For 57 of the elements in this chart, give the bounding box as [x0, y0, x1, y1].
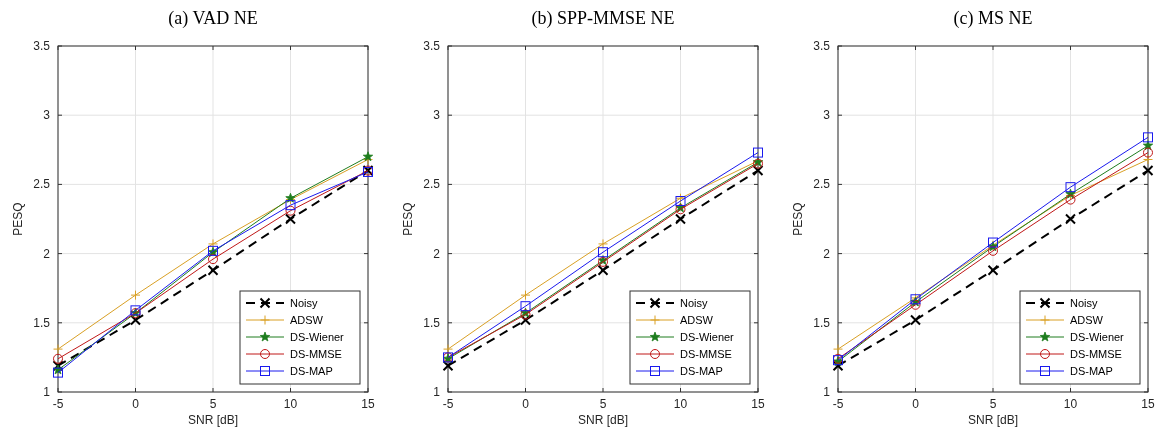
legend-label: ADSW: [680, 314, 714, 326]
x-tick-label: 5: [599, 397, 607, 411]
y-tick-label: 1.5: [813, 315, 831, 330]
x-tick-label: 5: [209, 397, 217, 411]
y-tick-label: 3: [823, 108, 831, 123]
legend-label: ADSW: [290, 314, 324, 326]
y-tick-label: 2: [823, 246, 831, 261]
y-tick-label: 1: [43, 385, 51, 399]
legend-label: Noisy: [1070, 297, 1099, 309]
y-tick-label: 3.5: [33, 39, 51, 53]
y-tick-label: 2: [433, 246, 441, 261]
x-axis-title: SNR [dB]: [187, 413, 239, 427]
legend-label: DS-MAP: [1070, 365, 1113, 377]
x-tick-label: 0: [522, 397, 530, 411]
x-tick-label: 10: [673, 397, 688, 411]
y-axis-title: PESQ: [401, 202, 415, 236]
chart-title: (c) MS NE: [953, 8, 1033, 29]
x-tick-label: 15: [1141, 397, 1155, 411]
y-tick-label: 2.5: [423, 177, 441, 192]
y-tick-label: 3: [433, 108, 441, 123]
y-axis-title: PESQ: [791, 202, 805, 236]
y-tick-label: 3.5: [423, 39, 441, 53]
x-axis-title: SNR [dB]: [967, 413, 1019, 427]
x-axis-title: SNR [dB]: [577, 413, 629, 427]
legend-label: DS-MAP: [290, 365, 333, 377]
y-axis-title: PESQ: [11, 202, 25, 236]
x-tick-label: 10: [1063, 397, 1078, 411]
chart-title: (a) VAD NE: [168, 8, 258, 29]
x-tick-label: -5: [832, 397, 844, 411]
y-tick-label: 1.5: [423, 315, 441, 330]
y-tick-label: 2.5: [813, 177, 831, 192]
y-tick-label: 3.5: [813, 39, 831, 53]
legend-label: DS-Wiener: [680, 331, 735, 343]
legend-label: DS-MAP: [680, 365, 723, 377]
x-tick-label: -5: [52, 397, 64, 411]
x-tick-label: 0: [132, 397, 140, 411]
y-tick-label: 2: [43, 246, 51, 261]
x-tick-label: 15: [751, 397, 765, 411]
y-tick-label: 2.5: [33, 177, 51, 192]
x-tick-label: 10: [283, 397, 298, 411]
legend-label: Noisy: [680, 297, 709, 309]
y-tick-label: 3: [43, 108, 51, 123]
chart-title: (b) SPP-MMSE NE: [531, 8, 675, 29]
y-tick-label: 1.5: [33, 315, 51, 330]
x-tick-label: 5: [989, 397, 997, 411]
legend-label: DS-MMSE: [680, 348, 732, 360]
legend-label: DS-Wiener: [290, 331, 345, 343]
legend-label: DS-Wiener: [1070, 331, 1125, 343]
legend-label: ADSW: [1070, 314, 1104, 326]
legend-label: DS-MMSE: [1070, 348, 1122, 360]
x-tick-label: 15: [361, 397, 375, 411]
legend-label: DS-MMSE: [290, 348, 342, 360]
x-tick-label: 0: [912, 397, 920, 411]
legend-label: Noisy: [290, 297, 319, 309]
y-tick-label: 1: [433, 385, 441, 399]
x-tick-label: -5: [442, 397, 454, 411]
y-tick-label: 1: [823, 385, 831, 399]
